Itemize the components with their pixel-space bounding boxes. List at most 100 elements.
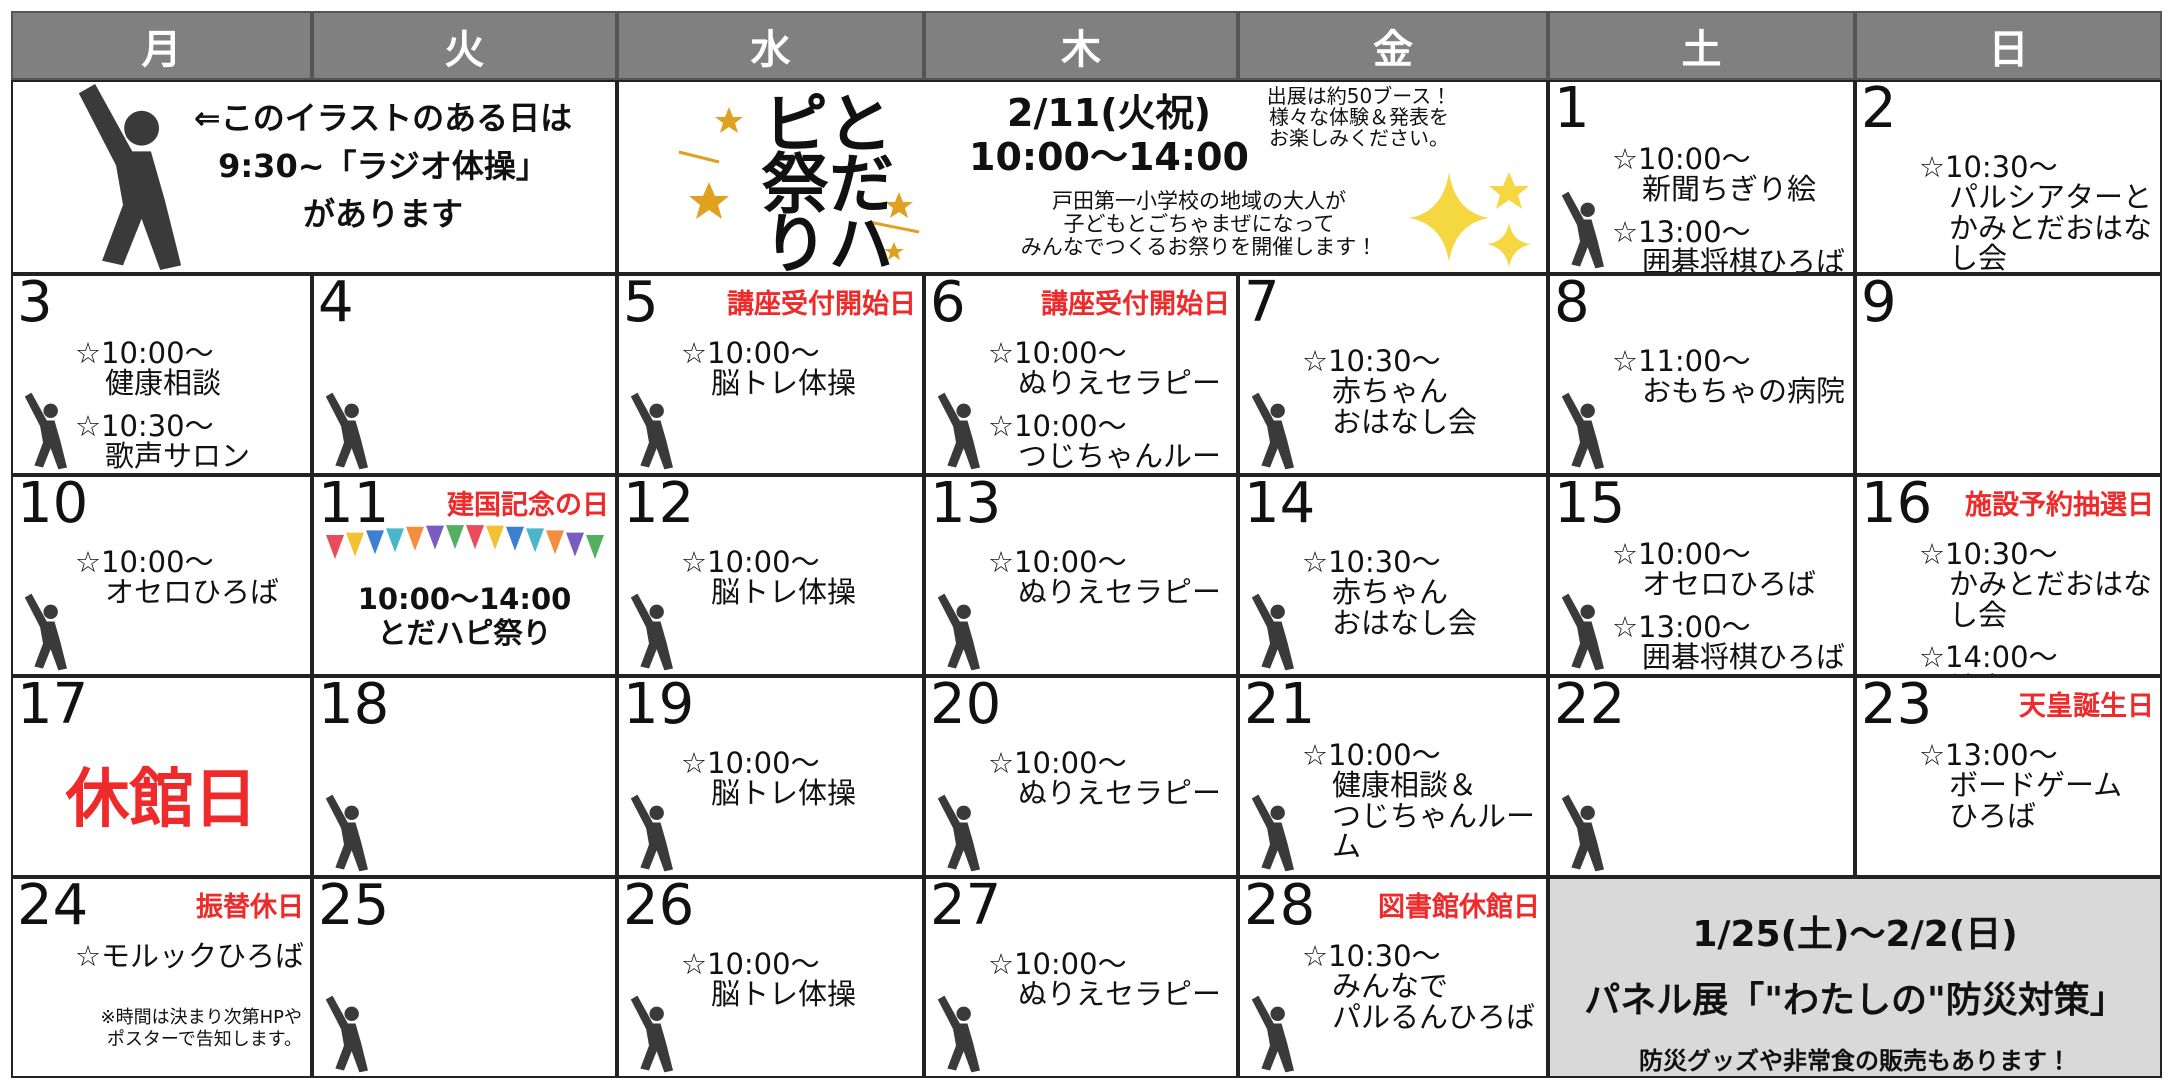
- day-cell: 23 天皇誕生日 ☆13:00〜 ボードゲーム ひろば: [1855, 676, 2162, 877]
- festival-time: 10:00〜14:00: [969, 134, 1249, 179]
- events: ☆10:00〜 脳トレ体操: [681, 949, 856, 1022]
- description-line: みんなでつくるお祭りを開催します！: [1020, 235, 1378, 260]
- event-line: ☆10:30〜: [1302, 939, 1441, 973]
- event-line: ☆10:00〜: [681, 746, 820, 780]
- event: ☆10:00〜つじちゃんルーム: [988, 408, 1236, 474]
- event: ☆13:00〜 ボードゲーム ひろば: [1919, 740, 2122, 833]
- event: ☆10:30〜赤ちゃんおはなし会: [1302, 547, 1478, 640]
- event-line: 新聞ちぎり絵: [1642, 172, 1817, 207]
- event-line: パルるんひろば: [1332, 999, 1536, 1034]
- event-line: ☆モルックひろば: [75, 939, 304, 973]
- exhibit-box: 1/25(土)〜2/2(日) パネル展「"わたしの"防災対策」 防災グッズや非常…: [1548, 877, 2162, 1078]
- event: ☆10:00〜 オセロひろば: [1612, 539, 1845, 600]
- day-number: 7: [1244, 274, 1280, 335]
- day-number: 22: [1554, 676, 1626, 737]
- events: ☆10:00〜ぬりえセラピー☆10:00〜つじちゃんルーム: [988, 338, 1236, 474]
- taiso-icon: [325, 794, 368, 872]
- event-line: つじちゃんルーム: [1018, 439, 1222, 474]
- event-line: ☆10:30〜: [1919, 537, 2058, 571]
- legend-line: があります: [302, 195, 463, 233]
- taiso-icon: [630, 995, 673, 1073]
- event: ☆10:00〜 脳トレ体操: [681, 748, 856, 809]
- event-line: ☆13:00〜: [1612, 609, 1751, 644]
- event-line: ☆10:00〜: [1302, 738, 1441, 772]
- event-line: オセロひろば: [105, 575, 280, 610]
- event-line: おもちゃの病院: [1642, 374, 1846, 409]
- festival-label: 10:00〜14:00 とだハピ祭り: [314, 582, 615, 650]
- description-line: 戸田第一小学校の地域の大人が: [1052, 189, 1346, 213]
- lead-line: 様々な体験＆発表を: [1269, 105, 1449, 129]
- festival-line: 10:00〜14:00: [357, 582, 572, 617]
- events: ☆10:00〜 オセロひろば ☆13:00〜 囲碁将棋ひろば: [1612, 539, 1845, 674]
- day-cell: 4: [312, 274, 617, 475]
- event-line: かみとだおはなし会: [1949, 567, 2153, 632]
- day-tag: 図書館休館日: [1378, 892, 1540, 923]
- event: ☆10:00〜 脳トレ体操: [681, 547, 856, 608]
- festival-box: とだハピ祭り 2/11(火祝) 10:00〜14:00 出展は約50ブース！ 様…: [617, 80, 1548, 274]
- event-line: おはなし会: [1332, 404, 1478, 439]
- legend-text: ⇐このイラストのある日は 9:30~「ラジオ体操」 があります: [163, 94, 603, 238]
- day-number: 2: [1861, 80, 1897, 141]
- note: ※時間は決まり次第HPや ポスターで告知します。: [101, 1007, 302, 1050]
- day-number: 4: [318, 274, 354, 335]
- taiso-icon: [1251, 995, 1294, 1073]
- event-line: ☆13:00〜: [1612, 214, 1751, 249]
- event-line: ☆14:00〜: [1919, 640, 2058, 675]
- day-tag: 講座受付開始日: [1041, 289, 1230, 320]
- festival-description: 戸田第一小学校の地域の大人が 子どもとごちゃまぜになって みんなでつくるお祭りを…: [959, 189, 1439, 260]
- day-number: 12: [623, 475, 695, 536]
- event-line: ☆10:00〜: [988, 408, 1127, 443]
- taiso-icon: [325, 392, 368, 470]
- events: ☆10:30〜 赤ちゃん おはなし会: [1302, 346, 1477, 449]
- event: ☆モルックひろば: [75, 939, 304, 973]
- event-line: おはなし会: [1332, 605, 1478, 640]
- day-cell: 17 休館日: [11, 676, 312, 877]
- events: ☆10:00〜 ぬりえセラピー: [988, 547, 1221, 620]
- event: ☆10:00〜 健康相談: [75, 338, 250, 399]
- event-line: 赤ちゃん: [1332, 575, 1449, 610]
- day-number: 3: [17, 274, 53, 335]
- taiso-icon: [937, 794, 980, 872]
- day-cell: 18: [312, 676, 617, 877]
- taiso-icon: [937, 392, 980, 470]
- event-line: ぬりえセラピー: [1018, 575, 1222, 610]
- event-line: 健康相談: [105, 366, 222, 401]
- day-cell: 26 ☆10:00〜 脳トレ体操: [617, 877, 924, 1078]
- event-line: 絵本カフェ: [1919, 672, 2160, 674]
- event: ☆10:00〜 新聞ちぎり絵: [1612, 144, 1845, 205]
- description-line: 子どもとごちゃまぜになって: [1063, 212, 1335, 237]
- weekday-header: 水: [617, 11, 924, 80]
- event-line: ぬりえセラピー: [1018, 977, 1222, 1012]
- event-line: ☆10:30〜: [1302, 344, 1441, 378]
- event-line: つじちゃんルーム: [1332, 798, 1536, 864]
- day-number: 20: [930, 676, 1002, 737]
- events: ☆10:00〜 脳トレ体操: [681, 748, 856, 821]
- day-number: 14: [1244, 475, 1316, 536]
- events: ☆10:00〜 ぬりえセラピー: [988, 748, 1221, 821]
- sparkles: [1409, 172, 1531, 268]
- event-line: 赤ちゃん: [1332, 374, 1449, 409]
- events: ☆13:00〜 ボードゲーム ひろば: [1919, 740, 2122, 843]
- day-cell: 5 講座受付開始日 ☆10:00〜 脳トレ体操: [617, 274, 924, 475]
- day-cell: 27 ☆10:00〜 ぬりえセラピー: [924, 877, 1238, 1078]
- taiso-icon: [24, 593, 67, 671]
- weekday-header: 日: [1855, 11, 2162, 80]
- day-cell: 15 ☆10:00〜 オセロひろば ☆13:00〜 囲碁将棋ひろば: [1548, 475, 1855, 676]
- event-line: 歌声サロン: [105, 439, 251, 474]
- event: ☆10:00〜 オセロひろば: [75, 547, 279, 608]
- event-line: 脳トレ体操: [711, 977, 857, 1012]
- event-line: オセロひろば: [1642, 567, 1817, 602]
- day-cell: 2 ☆10:30〜 パルシアターと かみとだおはなし会: [1855, 80, 2162, 274]
- event-line: 脳トレ体操: [711, 575, 857, 610]
- note-line: ポスターで告知します。: [106, 1028, 302, 1050]
- day-tag: 講座受付開始日: [727, 289, 916, 320]
- event-line: パルシアターと: [1949, 180, 2153, 215]
- event-line: ☆10:00〜: [75, 336, 214, 370]
- events: ☆10:00〜 健康相談 ☆10:30〜 歌声サロン: [75, 338, 251, 474]
- event-line: ひろば: [1949, 798, 2037, 833]
- legend-line: ⇐このイラストのある日は: [193, 99, 573, 137]
